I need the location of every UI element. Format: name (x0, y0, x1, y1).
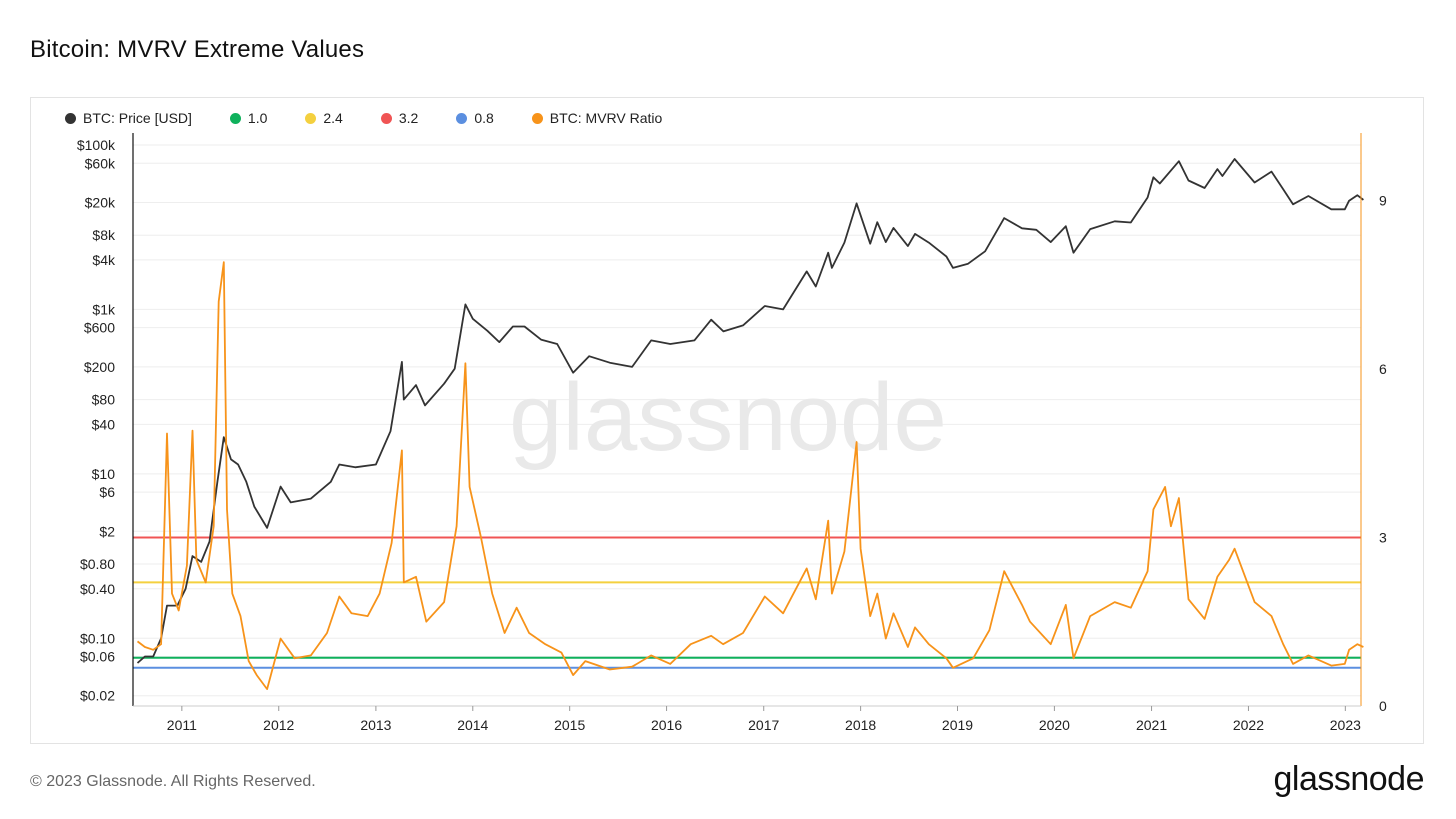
x-tick-label: 2013 (360, 717, 391, 733)
y-left-tick-label: $20k (85, 194, 116, 210)
y-left-tick-label: $4k (92, 252, 116, 268)
x-tick-label: 2014 (457, 717, 488, 733)
y-left-tick-label: $0.10 (80, 630, 115, 646)
legend-dot-mvrv (531, 112, 543, 124)
y-left-tick-label: $2 (99, 523, 115, 539)
legend-label-mvrv: BTC: MVRV Ratio (549, 110, 663, 126)
legend-item-mvrv[interactable]: BTC: MVRV Ratio (531, 110, 663, 126)
x-tick-label: 2021 (1136, 717, 1167, 733)
legend-item-2-4[interactable]: 2.4 (305, 110, 343, 126)
y-left-tick-label: $8k (92, 227, 116, 243)
legend-dot-3-2 (380, 112, 392, 124)
x-tick-label: 2016 (651, 717, 682, 733)
legend-dot-2-4 (305, 112, 317, 124)
grid-layer (133, 144, 1361, 697)
y-left-tick-label: $40 (92, 416, 116, 432)
legend-dot-0-8 (456, 112, 468, 124)
x-tick-label: 2017 (748, 717, 779, 733)
y-left-tick-label: $0.40 (80, 581, 115, 597)
legend-label-price: BTC: Price [USD] (83, 110, 192, 126)
series-layer (136, 158, 1364, 690)
legend-item-0-8[interactable]: 0.8 (456, 110, 494, 126)
y-left-tick-label: $10 (92, 466, 116, 482)
y-left-tick-label: $0.06 (80, 649, 115, 665)
chart-legend: BTC: Price [USD] 1.0 2.4 3.2 0.8 BTC: MV… (65, 110, 700, 126)
x-tick-label: 2019 (942, 717, 973, 733)
x-tick-label: 2011 (167, 717, 197, 733)
x-tick-label: 2012 (263, 717, 294, 733)
watermark-text: glassnode (509, 364, 947, 471)
threshold-lines (133, 536, 1361, 669)
legend-label-1-0: 1.0 (247, 110, 268, 126)
y-right-tick-label: 6 (1379, 361, 1387, 377)
legend-label-0-8: 0.8 (474, 110, 494, 126)
legend-label-3-2: 3.2 (398, 110, 419, 126)
x-tick-label: 2023 (1330, 717, 1361, 733)
y-left-tick-label: $60k (85, 155, 116, 171)
legend-item-1-0[interactable]: 1.0 (229, 110, 268, 126)
price-line (136, 158, 1364, 664)
legend-label-2-4: 2.4 (323, 110, 343, 126)
legend-item-price[interactable]: BTC: Price [USD] (65, 110, 192, 126)
x-tick-label: 2022 (1233, 717, 1264, 733)
chart-panel: BTC: Price [USD] 1.0 2.4 3.2 0.8 BTC: MV… (30, 97, 1424, 744)
y-left-tick-label: $1k (92, 301, 116, 317)
legend-item-3-2[interactable]: 3.2 (380, 110, 419, 126)
y-right-tick-label: 0 (1379, 698, 1387, 714)
copyright-text: © 2023 Glassnode. All Rights Reserved. (30, 773, 316, 790)
x-tick-label: 2018 (845, 717, 876, 733)
y-left-tick-label: $200 (84, 359, 115, 375)
y-left-tick-label: $80 (92, 392, 116, 408)
y-left-tick-label: $6 (99, 484, 115, 500)
x-tick-label: 2015 (554, 717, 585, 733)
axis-layer: $100k $60k $20k $8k $4k $1k $600 $200 $80 $40 $10 $… (77, 133, 1387, 733)
y-right-tick-label: 9 (1379, 192, 1387, 208)
brand-logo: glassnode (1273, 760, 1424, 798)
y-left-tick-label: $0.80 (80, 556, 115, 572)
y-left-tick-label: $600 (84, 320, 115, 336)
y-left-tick-label: $0.02 (80, 688, 115, 704)
mvrv-line (136, 261, 1364, 690)
y-right-tick-label: 3 (1379, 529, 1387, 545)
legend-dot-price (65, 112, 76, 124)
chart-title: Bitcoin: MVRV Extreme Values (30, 36, 365, 63)
y-left-tick-label: $100k (77, 137, 116, 153)
x-tick-label: 2020 (1039, 717, 1070, 733)
legend-dot-1-0 (229, 112, 241, 124)
